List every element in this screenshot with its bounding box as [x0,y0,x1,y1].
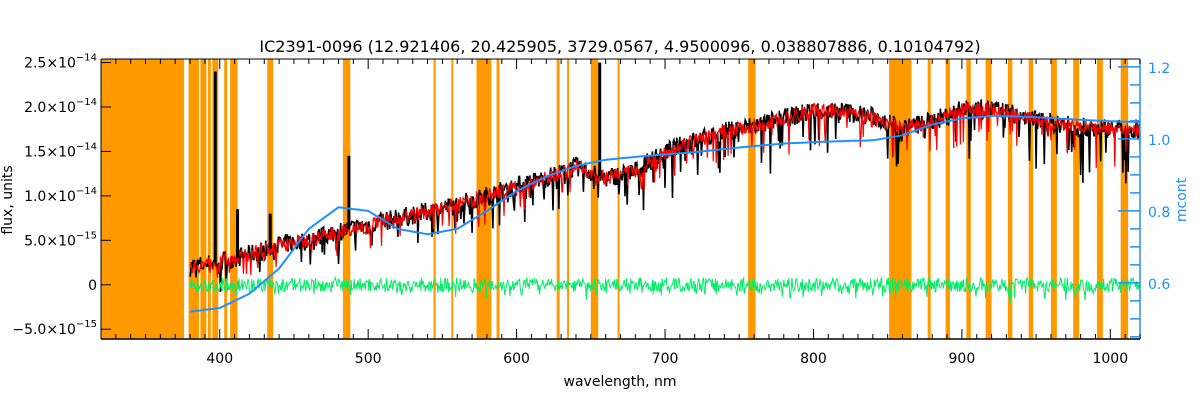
masked-region [207,59,211,339]
y-tick-label: 5.0×10−15 [24,230,97,249]
y-tick-mantissa: −5.0×10 [12,322,76,338]
masked-region [230,59,238,339]
y-tick-label: 2.5×10−14 [24,53,97,72]
masked-region [927,59,931,339]
masked-regions [101,59,1129,339]
x-tick-label: 900 [949,351,976,367]
y-tick-label: 1.5×10−14 [24,141,97,160]
observed-flux-line [189,99,1141,292]
residual-line [189,275,1141,304]
masked-region [748,59,756,339]
masked-region [889,59,912,339]
y-tick-exponent: −14 [76,186,97,197]
masked-region [1073,59,1080,339]
masked-region [433,59,436,339]
masked-region [267,59,274,339]
masked-region [188,59,199,339]
axes: 400 500 600 700 800 900 1000−5.0×10−1505.0×10−… [12,53,1170,367]
masked-region [1007,59,1013,339]
y-tick-exponent: −14 [76,97,97,108]
masked-region [1050,59,1057,339]
masked-region [101,59,185,339]
y-tick-mantissa: 1.5×10 [24,144,76,160]
masked-region [1120,59,1129,339]
y-tick-mantissa: 5.0×10 [24,233,76,249]
y-right-tick-label: 0.8 [1148,205,1170,221]
y-right-tick-label: 1.2 [1148,61,1170,77]
mcont-line [189,114,1141,313]
chart-title: IC2391-0096 (12.921406, 20.425905, 3729.… [259,37,980,56]
model-flux-line [189,101,1141,278]
x-tick-label: 600 [503,351,530,367]
masked-region [1096,59,1103,339]
x-tick-label: 500 [355,351,382,367]
y-tick-exponent: −15 [76,230,97,241]
y-tick-mantissa: 0 [88,278,97,294]
y-axis-label: flux, units [0,165,16,234]
series-lines [189,62,1141,313]
masked-region [567,59,570,339]
y-tick-exponent: −15 [76,319,97,330]
x-tick-label: 700 [652,351,679,367]
masked-region [617,59,620,339]
y-right-axis-label: mcont [1174,177,1190,222]
y-tick-label: −5.0×10−15 [12,319,97,338]
y-tick-mantissa: 2.0×10 [24,100,76,116]
x-tick-label: 400 [206,351,233,367]
x-axis-label: wavelength, nm [564,374,677,390]
masked-region [451,59,454,339]
y-tick-label: 2.0×10−14 [24,97,97,116]
y-tick-mantissa: 2.5×10 [24,56,76,72]
y-right-tick-label: 1.0 [1148,133,1170,149]
masked-region [985,59,992,339]
y-tick-exponent: −14 [76,141,97,152]
masked-region [342,59,351,339]
masked-region [200,59,207,339]
masked-region [224,59,228,339]
x-tick-label: 800 [800,351,827,367]
y-tick-exponent: −14 [76,53,97,64]
x-tick-label: 1000 [1092,351,1128,367]
masked-region [945,59,951,339]
masked-region [590,59,599,339]
y-tick-label: 1.0×10−14 [24,186,97,205]
masked-region [1028,59,1034,339]
y-right-tick-label: 0.6 [1148,277,1170,293]
y-tick-mantissa: 1.0×10 [24,189,76,205]
y-tick-label: 0 [88,278,97,294]
masked-region [966,59,971,339]
